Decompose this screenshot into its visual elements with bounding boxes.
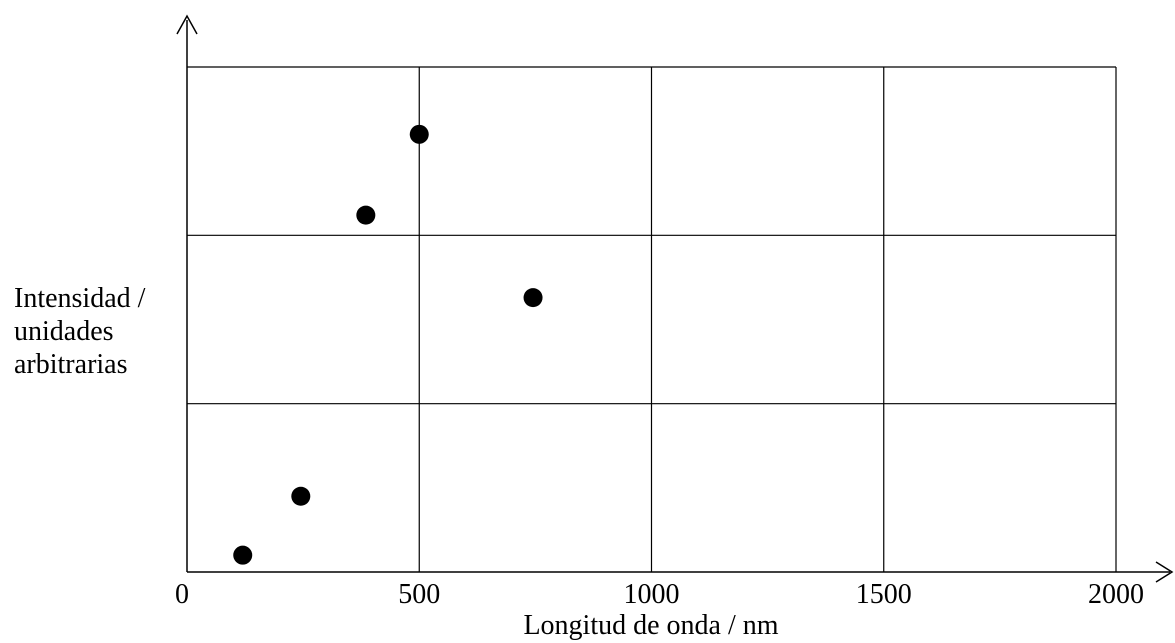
x-axis-title: Longitud de onda / nm	[523, 610, 778, 641]
x-axis-arrow-icon	[1155, 561, 1174, 583]
data-point	[233, 545, 253, 565]
data-point	[523, 288, 543, 308]
chart-grid	[187, 66, 1117, 572]
data-point	[291, 486, 311, 506]
data-point	[409, 124, 429, 144]
x-tick-label: 1500	[856, 579, 912, 610]
x-tick-label: 0	[175, 579, 189, 610]
y-axis-title-line-2: unidades	[14, 316, 114, 347]
y-axis-title-line-1: Intensidad /	[14, 283, 146, 314]
y-axis-title-line-3: arbitrarias	[14, 349, 128, 380]
x-tick-label: 2000	[1088, 579, 1144, 610]
y-axis-title: Intensidad / unidades arbitrarias	[14, 283, 152, 380]
chart-axes	[176, 14, 1174, 583]
y-axis-arrow-icon	[176, 14, 198, 35]
x-tick-label: 500	[398, 579, 440, 610]
x-tick-label: 1000	[624, 579, 680, 610]
data-points	[233, 124, 543, 565]
data-point	[356, 205, 376, 225]
x-tick-labels: 0 500 1000 1500 2000	[175, 579, 1144, 610]
